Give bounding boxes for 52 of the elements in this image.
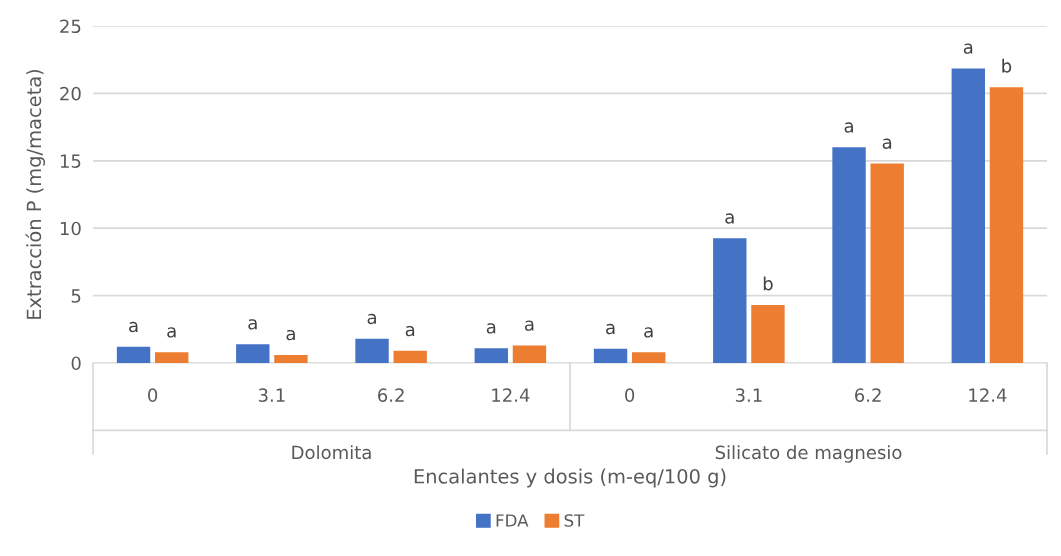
x-tick-label: 12.4 (969, 388, 1007, 402)
data-label: b (1002, 58, 1012, 73)
text: Dolomita (292, 445, 371, 460)
bar (355, 338, 389, 363)
x-tick-label: 12.4 (492, 388, 530, 402)
data-label: a (963, 43, 973, 54)
bar (236, 344, 270, 363)
data-label: a (844, 122, 853, 133)
text: Silicato de magnesio (715, 445, 902, 463)
bar (751, 305, 785, 363)
bar (713, 238, 747, 363)
bar (512, 345, 547, 363)
data-label: a (606, 323, 615, 335)
y-axis-title: Extracción P (mg/maceta) (25, 69, 46, 319)
x-tick-label: 6.2 (855, 388, 881, 402)
y-tick-label: 0 (71, 356, 81, 371)
data-label: a (167, 327, 176, 338)
bar (989, 87, 1024, 363)
bar (632, 352, 666, 363)
x-axis-title: Encalantes y dosis (m-eq/100 g) (414, 468, 726, 488)
x-tick-label: 0 (625, 388, 635, 402)
x-tick-label: 0 (148, 388, 158, 402)
bar (155, 352, 189, 363)
data-label: a (405, 325, 415, 337)
y-tick-label: 25 (60, 19, 81, 34)
bar (951, 68, 985, 363)
bar (832, 147, 866, 363)
data-label: b (763, 276, 773, 291)
data-label: a (129, 321, 138, 333)
x-tick-label: 3.1 (258, 388, 285, 402)
y-tick-label: 10 (60, 221, 81, 236)
bar (870, 163, 904, 363)
data-label: a (725, 213, 734, 224)
data-label: a (367, 313, 376, 325)
data-label: a (525, 320, 534, 331)
data-label: a (486, 323, 496, 334)
legend-label: FDA (496, 514, 529, 527)
x-tick-label: 6.2 (378, 388, 404, 402)
y-tick-label: 20 (60, 86, 81, 101)
data-label: a (882, 138, 892, 149)
x-tick-label: 3.1 (735, 388, 762, 402)
data-label: a (286, 329, 295, 341)
y-tick-label: 15 (60, 154, 81, 168)
y-tick-label: 5 (71, 289, 81, 303)
bar (393, 350, 427, 363)
bar (274, 354, 308, 363)
legend-label: ST (564, 514, 585, 527)
bar (474, 348, 508, 363)
data-label: a (248, 319, 257, 330)
bar (116, 346, 151, 363)
data-label: a (644, 327, 653, 338)
bar (593, 348, 628, 363)
